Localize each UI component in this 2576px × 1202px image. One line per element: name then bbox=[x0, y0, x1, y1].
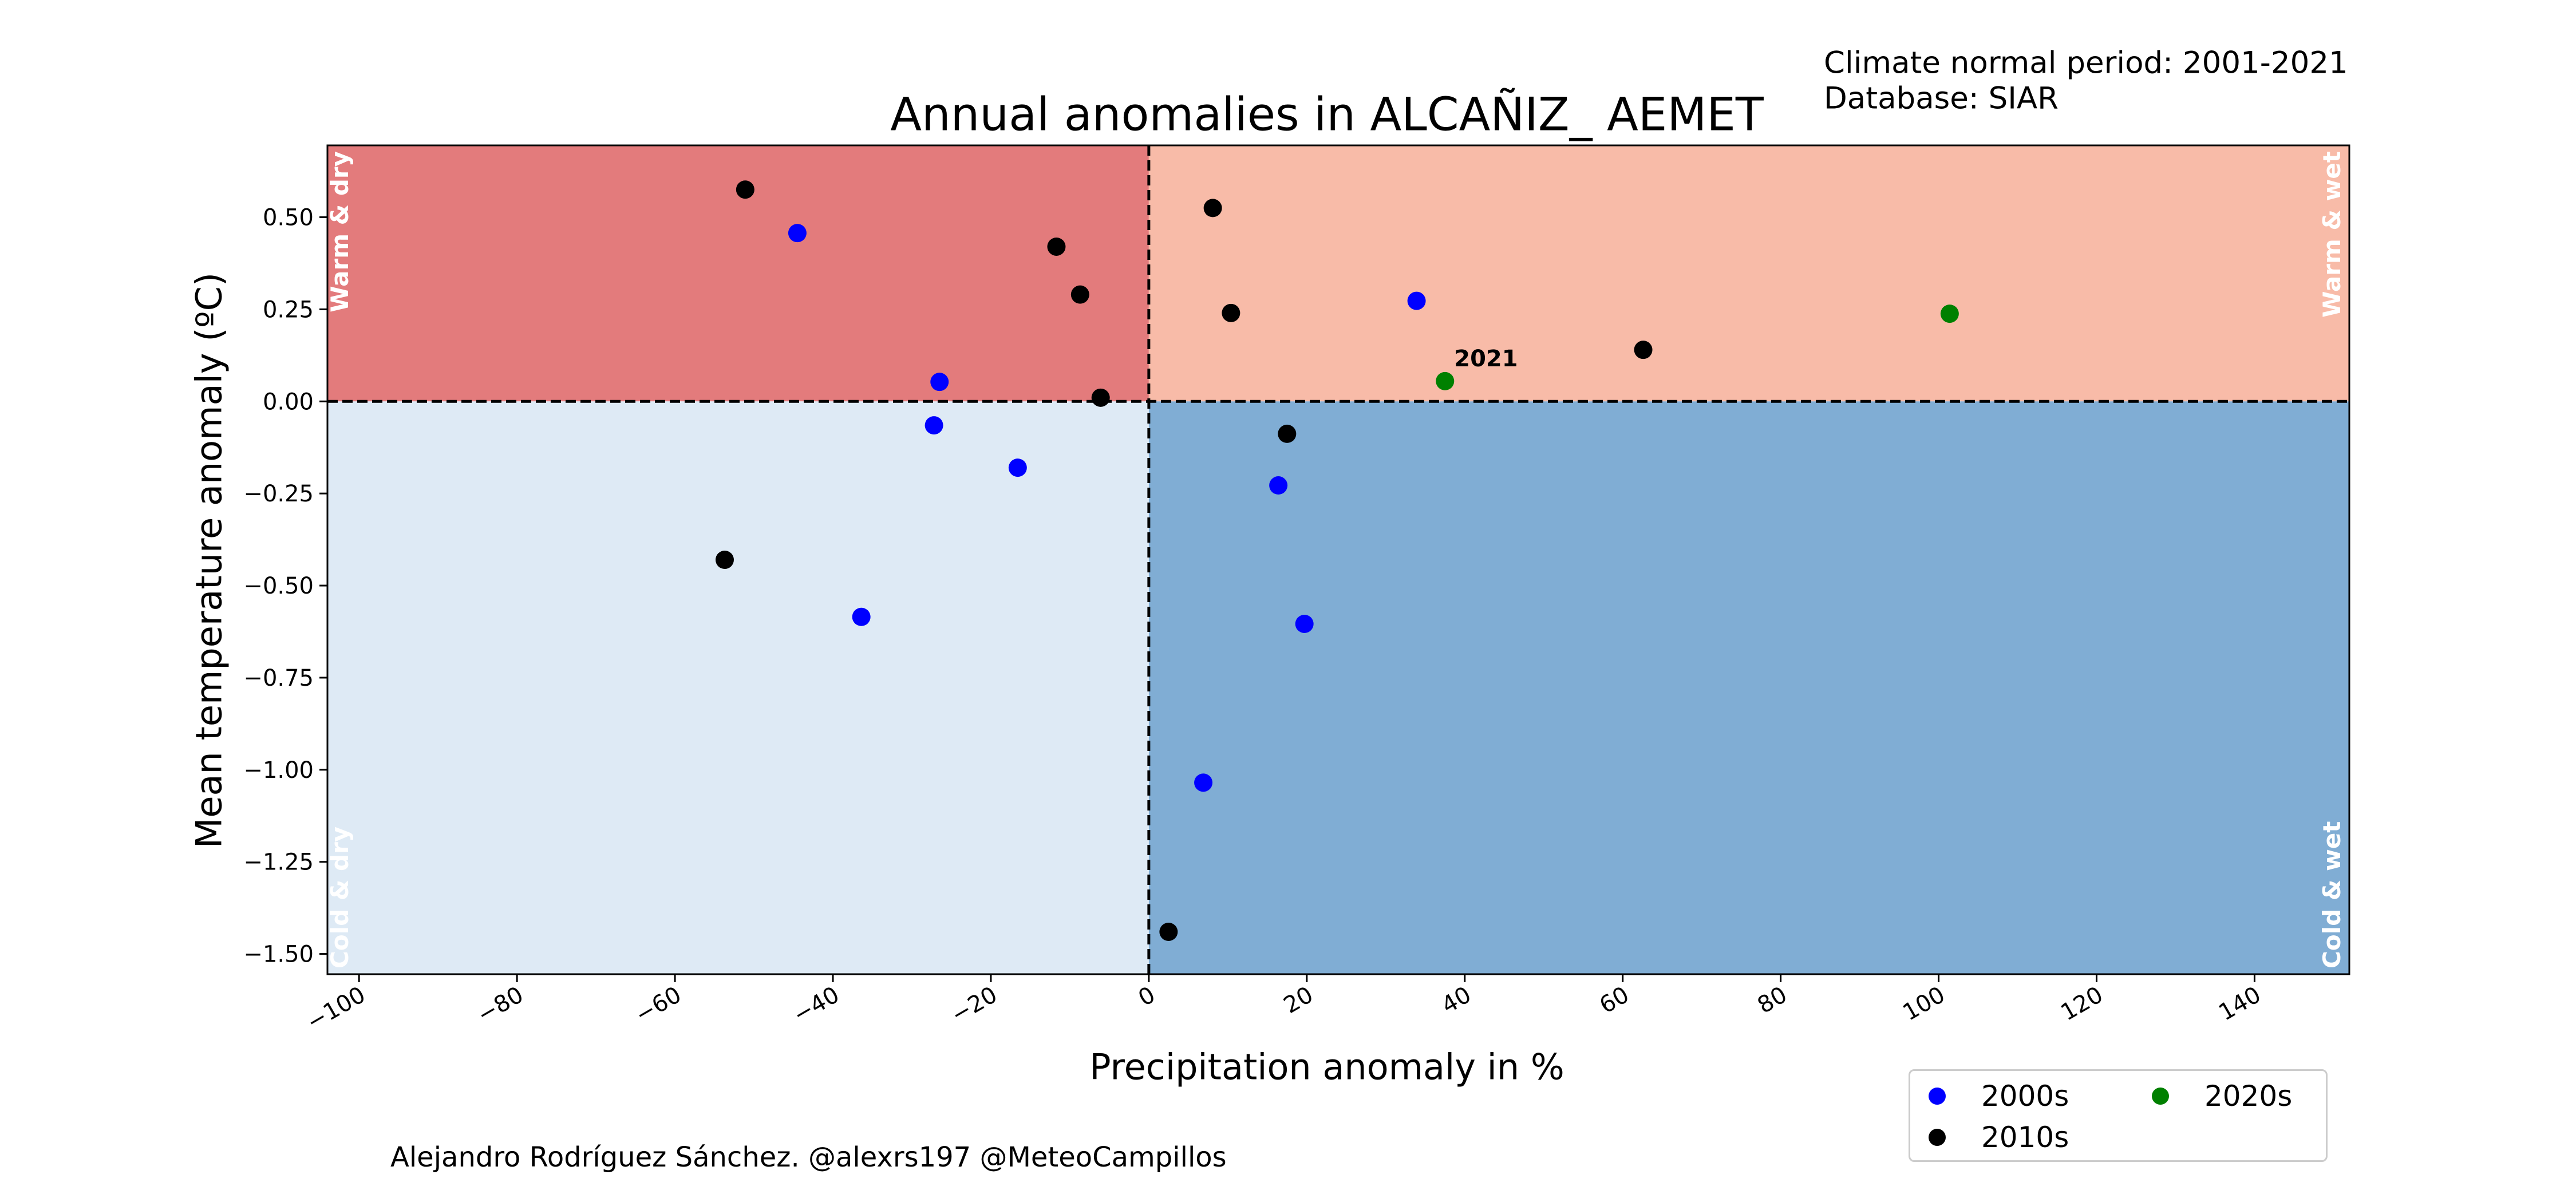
legend-marker bbox=[1929, 1129, 1946, 1146]
x-tick-label: 80 bbox=[1753, 982, 1792, 1019]
point-2000s bbox=[1269, 476, 1288, 495]
point-2010s bbox=[1047, 237, 1066, 256]
quadrant-cold-dry bbox=[327, 401, 1149, 974]
point-2000s bbox=[1407, 291, 1426, 310]
point-2000s bbox=[1008, 458, 1027, 477]
x-tick-label: 0 bbox=[1134, 982, 1160, 1012]
y-axis-label: Mean temperature anomaly (ºC) bbox=[188, 272, 230, 849]
x-tick-label: 60 bbox=[1595, 982, 1634, 1019]
point-2010s bbox=[715, 551, 734, 569]
y-tick-label: 0.25 bbox=[263, 296, 314, 323]
reference-lines bbox=[327, 145, 2349, 974]
point-2000s bbox=[788, 224, 807, 243]
legend-label: 2000s bbox=[1981, 1080, 2069, 1113]
point-2010s bbox=[1634, 341, 1653, 359]
y-tick-label: −0.75 bbox=[243, 665, 314, 691]
y-tick-label: −1.25 bbox=[243, 849, 314, 876]
database-label: Database: SIAR bbox=[1824, 81, 2059, 116]
climate-normal-period: Climate normal period: 2001-2021 bbox=[1824, 45, 2348, 81]
y-tick-label: −0.25 bbox=[243, 481, 314, 507]
quadrant-warm-dry bbox=[327, 145, 1149, 402]
chart-title: Annual anomalies in ALCAÑIZ_ AEMET bbox=[890, 88, 1764, 141]
x-tick-label: 100 bbox=[1898, 982, 1949, 1026]
quadrant-cold-wet-label: Cold & wet bbox=[2318, 821, 2346, 968]
legend-marker bbox=[1929, 1088, 1946, 1105]
legend-item-2010s: 2010s bbox=[1910, 1119, 2069, 1156]
legend-marker bbox=[2152, 1088, 2169, 1105]
x-axis-label: Precipitation anomaly in % bbox=[1089, 1046, 1564, 1088]
point-2010s bbox=[1070, 285, 1089, 304]
point-2010s bbox=[1222, 303, 1240, 322]
point-2010s bbox=[1159, 922, 1178, 941]
x-tick-label: 20 bbox=[1279, 982, 1318, 1019]
x-tick-label: 120 bbox=[2056, 982, 2107, 1026]
point-2000s bbox=[930, 373, 949, 392]
legend-label: 2020s bbox=[2204, 1080, 2293, 1113]
x-tick-label: 140 bbox=[2214, 982, 2265, 1026]
legend-item-2000s: 2000s bbox=[1910, 1078, 2069, 1114]
x-tick-label: 40 bbox=[1437, 982, 1476, 1019]
point-2010s bbox=[1203, 199, 1222, 218]
point-2000s bbox=[924, 416, 943, 435]
y-tick-label: 0.00 bbox=[263, 389, 314, 415]
quadrant-warm-wet-label: Warm & wet bbox=[2318, 151, 2346, 318]
y-tick-label: −1.50 bbox=[243, 942, 314, 968]
y-tick-label: 0.50 bbox=[263, 204, 314, 231]
legend-label: 2010s bbox=[1981, 1121, 2069, 1154]
point-2020s bbox=[1940, 305, 1959, 323]
point-2000s bbox=[1295, 614, 1314, 633]
y-tick-label: −0.50 bbox=[243, 573, 314, 599]
point-2020s bbox=[1436, 371, 1455, 390]
legend: 2000s 2010s 2020s bbox=[1909, 1069, 2328, 1162]
y-tick-label: −1.00 bbox=[243, 757, 314, 784]
x-tick-label: −100 bbox=[302, 982, 370, 1036]
quadrant-warm-wet bbox=[1148, 145, 2349, 402]
point-2010s bbox=[1278, 424, 1297, 443]
quadrant-warm-dry-label: Warm & dry bbox=[326, 151, 354, 313]
data-points: 2021 bbox=[715, 180, 1959, 941]
x-tick-label: −20 bbox=[947, 982, 1002, 1029]
point-2000s bbox=[1194, 773, 1213, 792]
point-2010s bbox=[1091, 388, 1110, 407]
point-2010s bbox=[736, 180, 754, 199]
author-credit: Alejandro Rodríguez Sánchez. @alexrs197 … bbox=[390, 1141, 1227, 1173]
x-tick-label: −80 bbox=[473, 982, 528, 1029]
point-annotation-2021: 2021 bbox=[1454, 346, 1518, 372]
quadrant-cold-wet bbox=[1148, 401, 2349, 974]
plot-frame bbox=[326, 144, 2350, 975]
point-2000s bbox=[852, 607, 871, 626]
quadrant-labels: Warm & dry Warm & wet Cold & dry Cold & wet bbox=[326, 151, 2346, 968]
x-axis-ticks: −100 −80 −60 −40 −20 0 20 40 60 80 100 120 140 bbox=[302, 974, 2265, 1036]
y-axis-ticks: 0.50 0.25 0.00 −0.25 −0.50 −0.75 −1.00 −1.25 −1.… bbox=[243, 204, 327, 968]
x-tick-label: −60 bbox=[631, 982, 686, 1029]
legend-item-2020s: 2020s bbox=[2134, 1078, 2292, 1114]
quadrant-cold-dry-label: Cold & dry bbox=[326, 827, 354, 968]
x-tick-label: −40 bbox=[789, 982, 844, 1029]
quadrant-backgrounds bbox=[327, 145, 2349, 974]
